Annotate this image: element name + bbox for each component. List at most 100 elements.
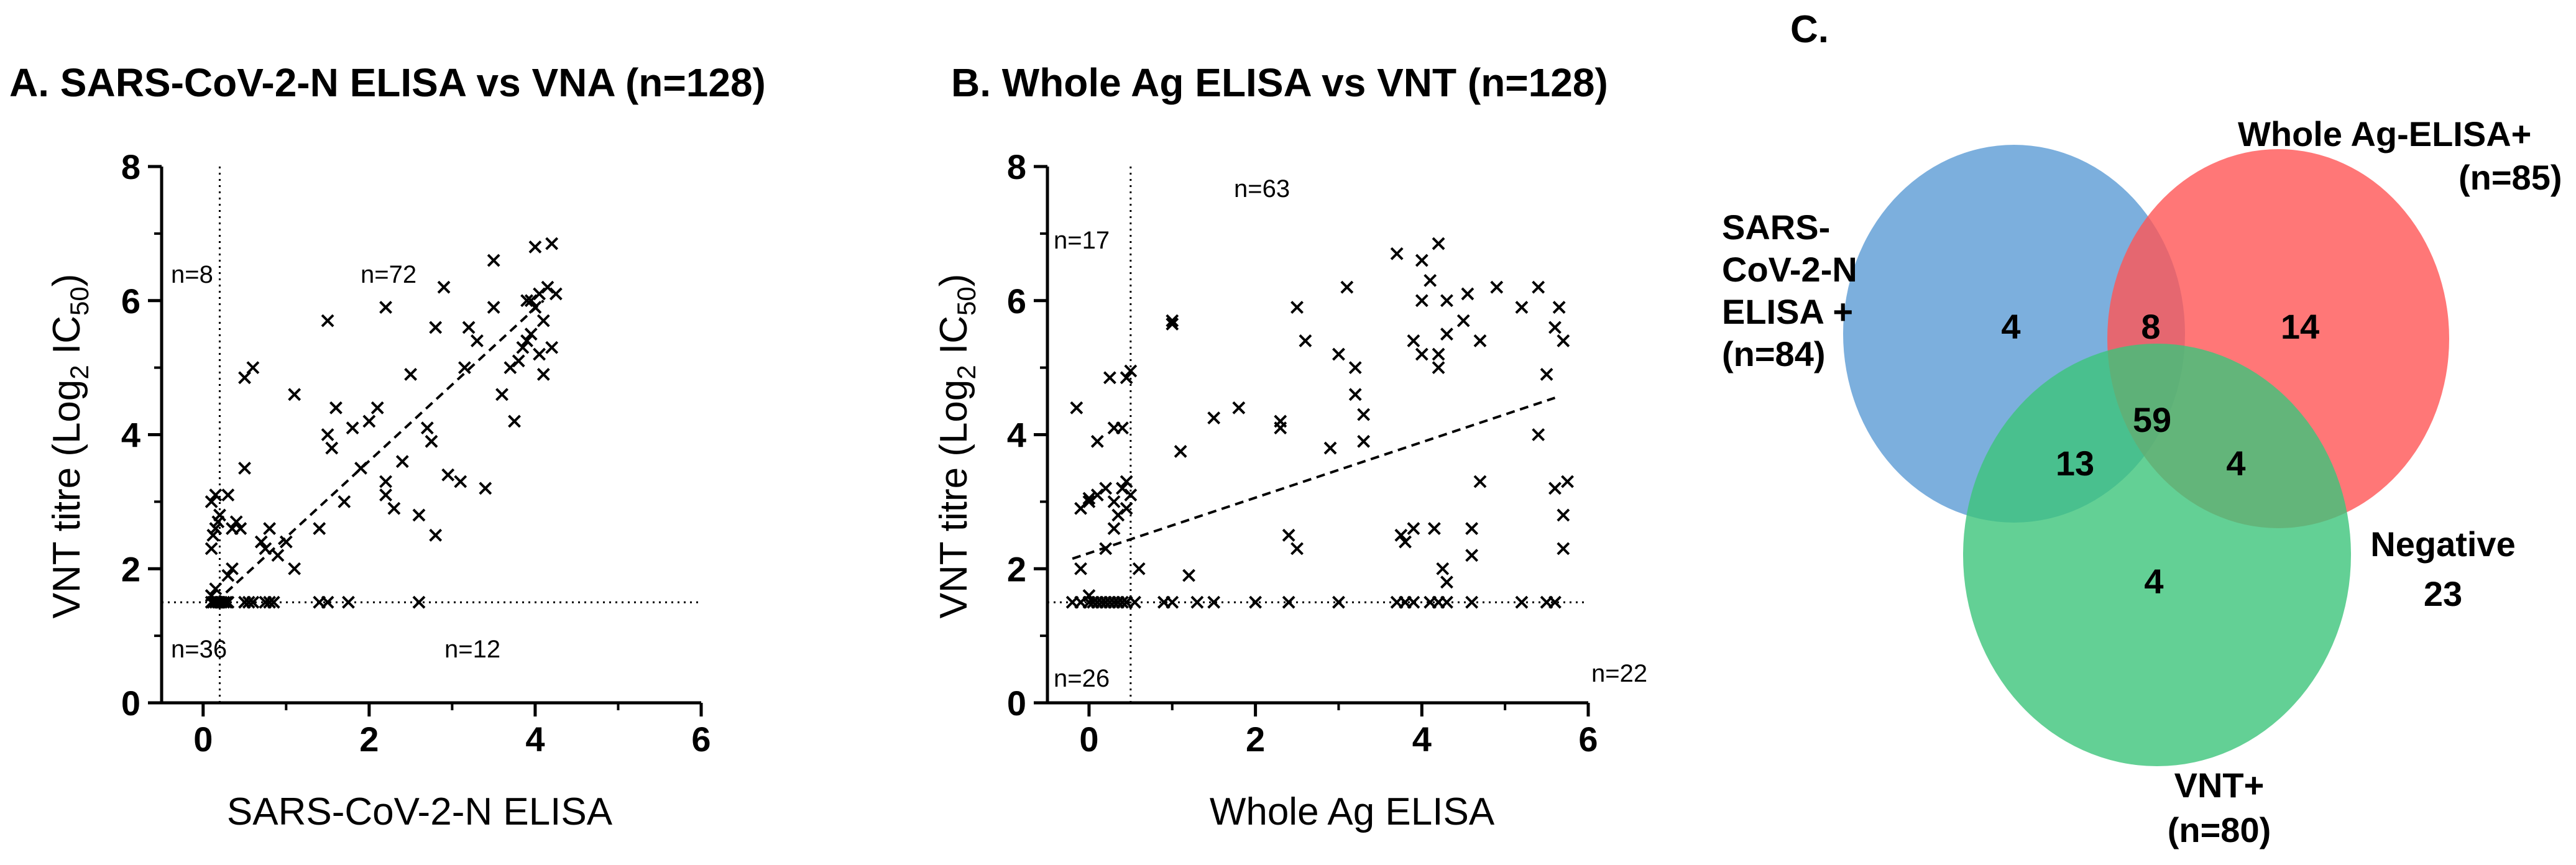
panel-a-data-point (217, 595, 231, 609)
panel-a-data-point (533, 347, 546, 361)
panel-a-trend-line (214, 300, 545, 603)
panel-b-data-point (1440, 595, 1453, 609)
panel-c: C. SARS- CoV-2-N ELISA + (n=84) Whole Ag… (1722, 8, 2562, 849)
panel-a-data-point (263, 595, 277, 609)
panel-a-data-point (313, 522, 326, 535)
panel-b-data-point (1515, 595, 1529, 609)
panel-a-data-point (242, 595, 255, 609)
panel-a-quadrant-bottom-right: n=12 (444, 636, 500, 663)
venn-count-n-and-vnt: 13 (2056, 444, 2094, 483)
panel-a-data-point (545, 237, 559, 250)
panel-b-data-point (1407, 522, 1420, 535)
panel-a-data-point (420, 421, 434, 435)
panel-b-data-point (1082, 492, 1096, 505)
venn-count-whole-and-vnt: 4 (2226, 444, 2245, 483)
panel-b-data-point (1465, 549, 1479, 562)
panel-b-data-point (1166, 595, 1179, 609)
panel-b-quadrant-bottom-right: n=22 (1591, 660, 1647, 687)
panel-a-data-point (533, 287, 546, 301)
panel-b-data-point (1515, 301, 1529, 314)
panel-b-data-point (1440, 294, 1453, 308)
panel-b-plot: 0 2 4 6 8 0 2 4 6 (1007, 147, 1598, 759)
panel-b-data-point (1357, 434, 1371, 448)
panel-b-data-point (1415, 254, 1428, 267)
panel-b: B. Whole Ag ELISA vs VNT (n=128) 0 2 4 6 8 0 2… (932, 60, 1647, 833)
panel-a-data-point (487, 254, 500, 267)
panel-a-data-point (524, 327, 538, 341)
panel-b-data-point (1103, 371, 1116, 385)
panel-a-data-point (321, 428, 334, 441)
panel-a-data-point (412, 508, 426, 522)
panel-b-data-point (1120, 371, 1133, 385)
panel-a-x-tick-label: 4 (525, 720, 545, 759)
panel-b-data-point (1357, 408, 1371, 421)
panel-a-data-point (342, 595, 355, 609)
panel-a-data-point (487, 301, 500, 314)
panel-a-y-axis-label: VNT titre (Log2 IC50) (45, 274, 94, 619)
panel-b-y-tick-label: 8 (1007, 147, 1026, 186)
panel-b-data-point (1557, 334, 1570, 347)
panel-a-data-point (221, 569, 235, 582)
panel-a-data-point (226, 562, 239, 575)
panel-a-x-tick-label: 6 (691, 720, 711, 759)
venn-count-all-three: 59 (2133, 400, 2171, 439)
panel-a-data-point (441, 468, 455, 482)
panel-b-data-point (1099, 482, 1113, 495)
panel-a-y-tick-label: 2 (121, 549, 140, 588)
panel-a-data-point (221, 488, 235, 502)
panel-b-y-tick-label: 0 (1007, 684, 1026, 723)
panel-b-data-point (1456, 314, 1470, 327)
panel-b-data-point (1174, 445, 1187, 458)
panel-b-data-point (1532, 428, 1545, 441)
panel-a-quadrant-bottom-left: n=36 (171, 636, 227, 663)
venn-count-n-only: 4 (2001, 307, 2020, 346)
venn-label-n-elisa-line1: SARS- (1722, 208, 1830, 247)
panel-b-data-point (1432, 347, 1445, 361)
panel-b-data-point (1249, 595, 1263, 609)
panel-b-data-point (1107, 522, 1121, 535)
panel-a-data-point (288, 562, 301, 575)
panel-a-data-point (279, 535, 293, 549)
panel-b-data-point (1332, 595, 1345, 609)
panel-a-data-point (229, 515, 243, 529)
panel-a-data-point (246, 595, 260, 609)
panel-a-data-point (321, 314, 334, 327)
panel-a-title: A. SARS-CoV-2-N ELISA vs VNA (n=128) (9, 60, 766, 105)
panel-b-data-point (1540, 367, 1553, 381)
panel-a-data-point (520, 334, 533, 347)
panel-b-data-point (1090, 434, 1104, 448)
panel-a-data-point (259, 542, 272, 556)
panel-b-data-point (1340, 280, 1354, 294)
panel-b-data-point (1299, 334, 1312, 347)
panel-b-data-point (1432, 237, 1445, 250)
panel-b-data-point (1166, 314, 1179, 327)
venn-count-n-and-whole: 8 (2141, 307, 2160, 346)
panel-a-data-point (238, 462, 251, 475)
panel-a-data-point (404, 367, 418, 381)
panel-a-data-point (213, 508, 226, 522)
panel-a-data-point (346, 421, 359, 435)
panel-a-data-point (462, 321, 476, 334)
panel-b-data-point (1473, 334, 1487, 347)
panel-b-data-point (1207, 411, 1221, 424)
panel-b-data-point (1290, 542, 1304, 556)
panel-a-data-point (429, 321, 443, 334)
panel-a-data-point (354, 462, 367, 475)
panel-a-data-point (379, 488, 392, 502)
panel-a-data-point (512, 354, 525, 368)
panel-b-data-point (1465, 595, 1479, 609)
panel-a-data-point (516, 341, 530, 354)
venn-count-vnt-only: 4 (2144, 562, 2163, 601)
panel-b-quadrant-top-left: n=17 (1054, 227, 1110, 254)
panel-b-data-point (1082, 588, 1096, 602)
venn-label-negative-line2: 23 (2424, 574, 2462, 613)
panel-b-data-point (1390, 247, 1404, 260)
venn-label-n-elisa-line2: CoV-2-N (1722, 250, 1857, 289)
venn-label-whole-ag-line1: Whole Ag-ELISA+ (2238, 114, 2531, 153)
panel-b-data-point (1407, 334, 1420, 347)
panel-b-data-point (1107, 495, 1121, 508)
panel-a-x-tick-label: 2 (359, 720, 379, 759)
panel-a-data-point (267, 595, 280, 609)
panel-b-x-tick-label: 6 (1578, 720, 1598, 759)
panel-b-y-tick-label: 4 (1007, 416, 1026, 455)
